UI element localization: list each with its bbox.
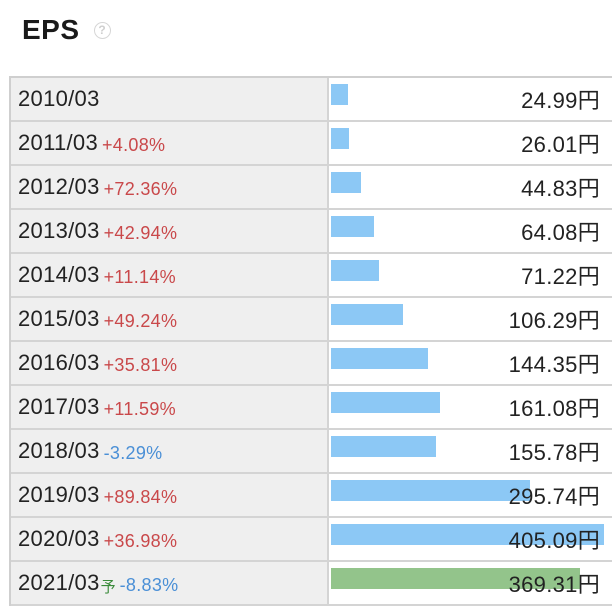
eps-header: EPS ? <box>22 10 111 50</box>
change-percent: +72.36% <box>103 178 178 199</box>
eps-bar <box>331 260 379 281</box>
eps-value: 26.01円 <box>521 132 600 157</box>
period-label: 2010/03 <box>18 86 100 111</box>
period-cell: 2018/03 -3.29% <box>11 430 329 472</box>
bar-cell: 44.83円 <box>329 166 612 208</box>
period-cell: 2020/03 +36.98% <box>11 518 329 560</box>
table-row: 2013/03 +42.94% 64.08円 <box>11 210 612 254</box>
eps-bar <box>331 392 440 413</box>
table-row: 2019/03 +89.84% 295.74円 <box>11 474 612 518</box>
eps-bar <box>331 524 604 545</box>
bar-cell: 71.22円 <box>329 254 612 296</box>
help-icon[interactable]: ? <box>93 21 111 39</box>
eps-bar <box>331 128 349 149</box>
eps-value: 369.31円 <box>508 572 600 597</box>
table-row: 2021/03 予 -8.83% 369.31円 <box>11 562 612 606</box>
period-cell: 2011/03 +4.08% <box>11 122 329 164</box>
eps-value: 71.22円 <box>521 264 600 289</box>
eps-bar <box>331 348 428 369</box>
change-percent: +4.08% <box>102 134 166 155</box>
period-label: 2021/03 <box>18 570 100 595</box>
change-percent: +36.98% <box>103 530 178 551</box>
eps-value: 295.74円 <box>508 484 600 509</box>
period-cell: 2010/03 <box>11 78 329 120</box>
period-cell: 2021/03 予 -8.83% <box>11 562 329 604</box>
table-row: 2012/03 +72.36% 44.83円 <box>11 166 612 210</box>
period-label: 2013/03 <box>18 218 100 243</box>
eps-table: 2010/03 24.99円 2011/03 +4.08% 26.01円 2012/03 +… <box>9 76 612 606</box>
change-percent: +49.24% <box>103 310 178 331</box>
period-label: 2012/03 <box>18 174 100 199</box>
eps-value: 405.09円 <box>508 528 600 553</box>
change-percent: +11.59% <box>103 398 176 419</box>
period-cell: 2016/03 +35.81% <box>11 342 329 384</box>
table-row: 2016/03 +35.81% 144.35円 <box>11 342 612 386</box>
period-cell: 2012/03 +72.36% <box>11 166 329 208</box>
bar-cell: 405.09円 <box>329 518 612 560</box>
table-row: 2014/03 +11.14% 71.22円 <box>11 254 612 298</box>
table-row: 2018/03 -3.29% 155.78円 <box>11 430 612 474</box>
eps-bar <box>331 304 403 325</box>
eps-value: 144.35円 <box>508 352 600 377</box>
change-percent: +42.94% <box>103 222 178 243</box>
eps-value: 44.83円 <box>521 176 600 201</box>
change-percent: +35.81% <box>103 354 178 375</box>
table-row: 2010/03 24.99円 <box>11 78 612 122</box>
period-cell: 2014/03 +11.14% <box>11 254 329 296</box>
forecast-mark: 予 <box>100 578 116 596</box>
eps-bar <box>331 172 361 193</box>
table-row: 2017/03 +11.59% 161.08円 <box>11 386 612 430</box>
eps-bar <box>331 436 436 457</box>
period-label: 2011/03 <box>18 130 98 155</box>
change-percent: -3.29% <box>103 442 163 463</box>
period-label: 2020/03 <box>18 526 100 551</box>
period-label: 2015/03 <box>18 306 100 331</box>
table-row: 2020/03 +36.98% 405.09円 <box>11 518 612 562</box>
period-label: 2014/03 <box>18 262 100 287</box>
change-percent: +89.84% <box>103 486 178 507</box>
bar-cell: 64.08円 <box>329 210 612 252</box>
eps-value: 155.78円 <box>508 440 600 465</box>
eps-value: 161.08円 <box>508 396 600 421</box>
bar-cell: 106.29円 <box>329 298 612 340</box>
bar-cell: 295.74円 <box>329 474 612 516</box>
period-cell: 2015/03 +49.24% <box>11 298 329 340</box>
period-label: 2016/03 <box>18 350 100 375</box>
table-row: 2011/03 +4.08% 26.01円 <box>11 122 612 166</box>
eps-bar <box>331 84 348 105</box>
bar-cell: 24.99円 <box>329 78 612 120</box>
period-cell: 2017/03 +11.59% <box>11 386 329 428</box>
bar-cell: 155.78円 <box>329 430 612 472</box>
eps-value: 24.99円 <box>521 88 600 113</box>
change-percent: -8.83% <box>119 574 179 595</box>
page-title: EPS <box>22 14 80 45</box>
period-cell: 2019/03 +89.84% <box>11 474 329 516</box>
bar-cell: 369.31円 <box>329 562 612 604</box>
eps-bar <box>331 480 530 501</box>
eps-bar <box>331 216 374 237</box>
bar-cell: 26.01円 <box>329 122 612 164</box>
table-row: 2015/03 +49.24% 106.29円 <box>11 298 612 342</box>
eps-value: 64.08円 <box>521 220 600 245</box>
period-label: 2017/03 <box>18 394 100 419</box>
period-label: 2018/03 <box>18 438 100 463</box>
bar-cell: 144.35円 <box>329 342 612 384</box>
eps-value: 106.29円 <box>508 308 600 333</box>
period-cell: 2013/03 +42.94% <box>11 210 329 252</box>
change-percent: +11.14% <box>103 266 176 287</box>
forecast-bar <box>331 568 580 589</box>
period-label: 2019/03 <box>18 482 100 507</box>
bar-cell: 161.08円 <box>329 386 612 428</box>
